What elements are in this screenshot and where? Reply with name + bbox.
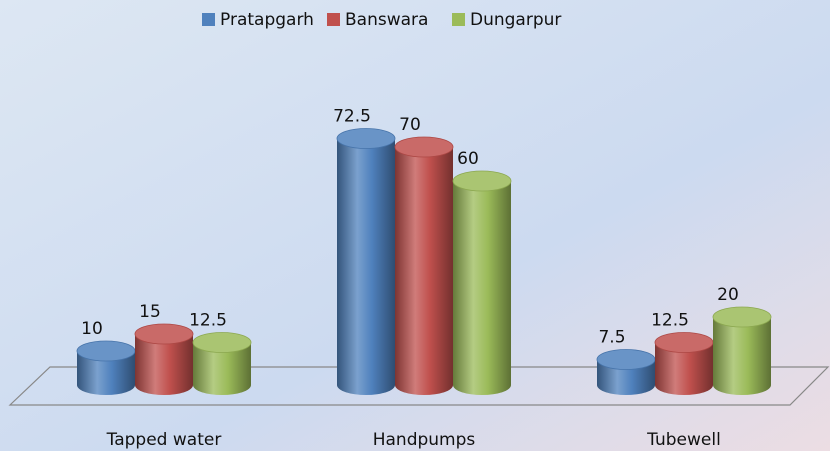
bar-body: [713, 317, 771, 395]
bar: [76, 340, 136, 395]
bar-body: [655, 342, 713, 395]
bar-top: [452, 170, 512, 192]
bar-top: [336, 128, 396, 149]
data-label: 12.5: [189, 311, 227, 331]
legend-swatch: [202, 13, 215, 26]
bar-body: [193, 342, 251, 395]
bar: [134, 323, 194, 395]
bar-top: [596, 349, 656, 370]
x-tick-label: Tubewell: [646, 430, 721, 450]
floor: [8, 366, 830, 406]
legend-label: Dungarpur: [470, 10, 561, 30]
bar: [596, 349, 656, 395]
data-label: 7.5: [598, 328, 625, 348]
data-label: 10: [81, 319, 103, 339]
bar-body: [77, 351, 135, 395]
data-label: 20: [717, 285, 739, 305]
bar-body: [135, 334, 193, 395]
x-tick-label: Tapped water: [106, 430, 222, 450]
bar-top: [134, 323, 194, 345]
bar: [394, 136, 454, 395]
data-label: 12.5: [651, 311, 689, 331]
bar: [712, 306, 772, 395]
bar: [336, 128, 396, 395]
x-tick-label: Handpumps: [373, 430, 476, 450]
bar-body: [395, 147, 453, 395]
bar-top: [654, 332, 714, 353]
bar-top: [712, 306, 772, 328]
bar-top: [192, 332, 252, 353]
bar-body: [337, 138, 395, 395]
data-label: 72.5: [333, 107, 371, 127]
data-label: 70: [399, 115, 421, 135]
legend-label: Banswara: [345, 10, 428, 30]
bar-body: [453, 181, 511, 395]
data-label: 15: [139, 302, 161, 322]
bar: [654, 332, 714, 395]
bar-top: [394, 136, 454, 158]
bar-top: [76, 340, 136, 362]
legend-label: Pratapgarh: [220, 10, 314, 30]
bar: [452, 170, 512, 395]
legend-swatch: [452, 13, 465, 26]
data-label: 60: [457, 149, 479, 169]
bar: [192, 332, 252, 395]
legend-swatch: [327, 13, 340, 26]
